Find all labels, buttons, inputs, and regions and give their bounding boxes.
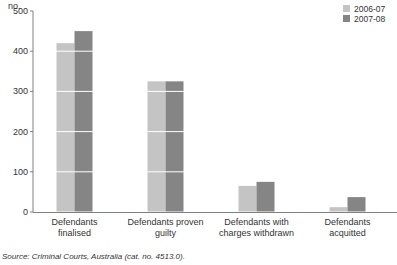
legend-label: 2007-08 bbox=[354, 14, 385, 24]
bars bbox=[57, 31, 366, 212]
label-line: Defendants proven bbox=[127, 217, 203, 227]
label-line: charges withdrawn bbox=[219, 228, 294, 238]
legend-swatch bbox=[343, 5, 350, 12]
tick-label: 200 bbox=[13, 127, 28, 137]
grid-line bbox=[33, 131, 397, 132]
category-label: Defendantsacquitted bbox=[324, 217, 371, 238]
grid bbox=[33, 11, 397, 212]
bar bbox=[75, 31, 93, 212]
grid-line bbox=[33, 91, 397, 92]
label-line: finalised bbox=[58, 228, 91, 238]
tick-label: 0 bbox=[23, 207, 28, 217]
grid-line bbox=[33, 11, 397, 12]
grid-line bbox=[33, 212, 397, 213]
category-label: Defendants withcharges withdrawn bbox=[219, 217, 294, 238]
category-label: Defendantsfinalised bbox=[51, 217, 98, 238]
grid-line bbox=[33, 171, 397, 172]
source: Source: Criminal Courts, Australia (cat.… bbox=[2, 252, 185, 261]
bar bbox=[57, 43, 75, 212]
chart: 0100200300400500no.DefendantsfinalisedDe… bbox=[0, 0, 397, 265]
legend: 2006-072007-08 bbox=[343, 4, 385, 24]
bar bbox=[330, 207, 348, 212]
label-line: acquitted bbox=[329, 228, 366, 238]
bar bbox=[148, 81, 166, 212]
bar bbox=[239, 186, 257, 212]
tick-label: 300 bbox=[13, 86, 28, 96]
bar bbox=[257, 182, 275, 212]
bar bbox=[348, 197, 366, 212]
tick-label: 400 bbox=[13, 46, 28, 56]
grid-line bbox=[33, 51, 397, 52]
bar bbox=[166, 81, 184, 212]
tick-label: 100 bbox=[13, 167, 28, 177]
legend-swatch bbox=[343, 15, 350, 22]
label-line: guilty bbox=[155, 228, 177, 238]
label-line: Defendants bbox=[324, 217, 371, 227]
x-axis bbox=[33, 212, 397, 213]
legend-label: 2006-07 bbox=[354, 4, 385, 14]
y-axis bbox=[33, 11, 34, 212]
axis-label: no. bbox=[8, 1, 21, 11]
label-line: Defendants bbox=[51, 217, 98, 227]
category-label: Defendants provenguilty bbox=[127, 217, 203, 238]
label-line: Defendants with bbox=[224, 217, 289, 227]
